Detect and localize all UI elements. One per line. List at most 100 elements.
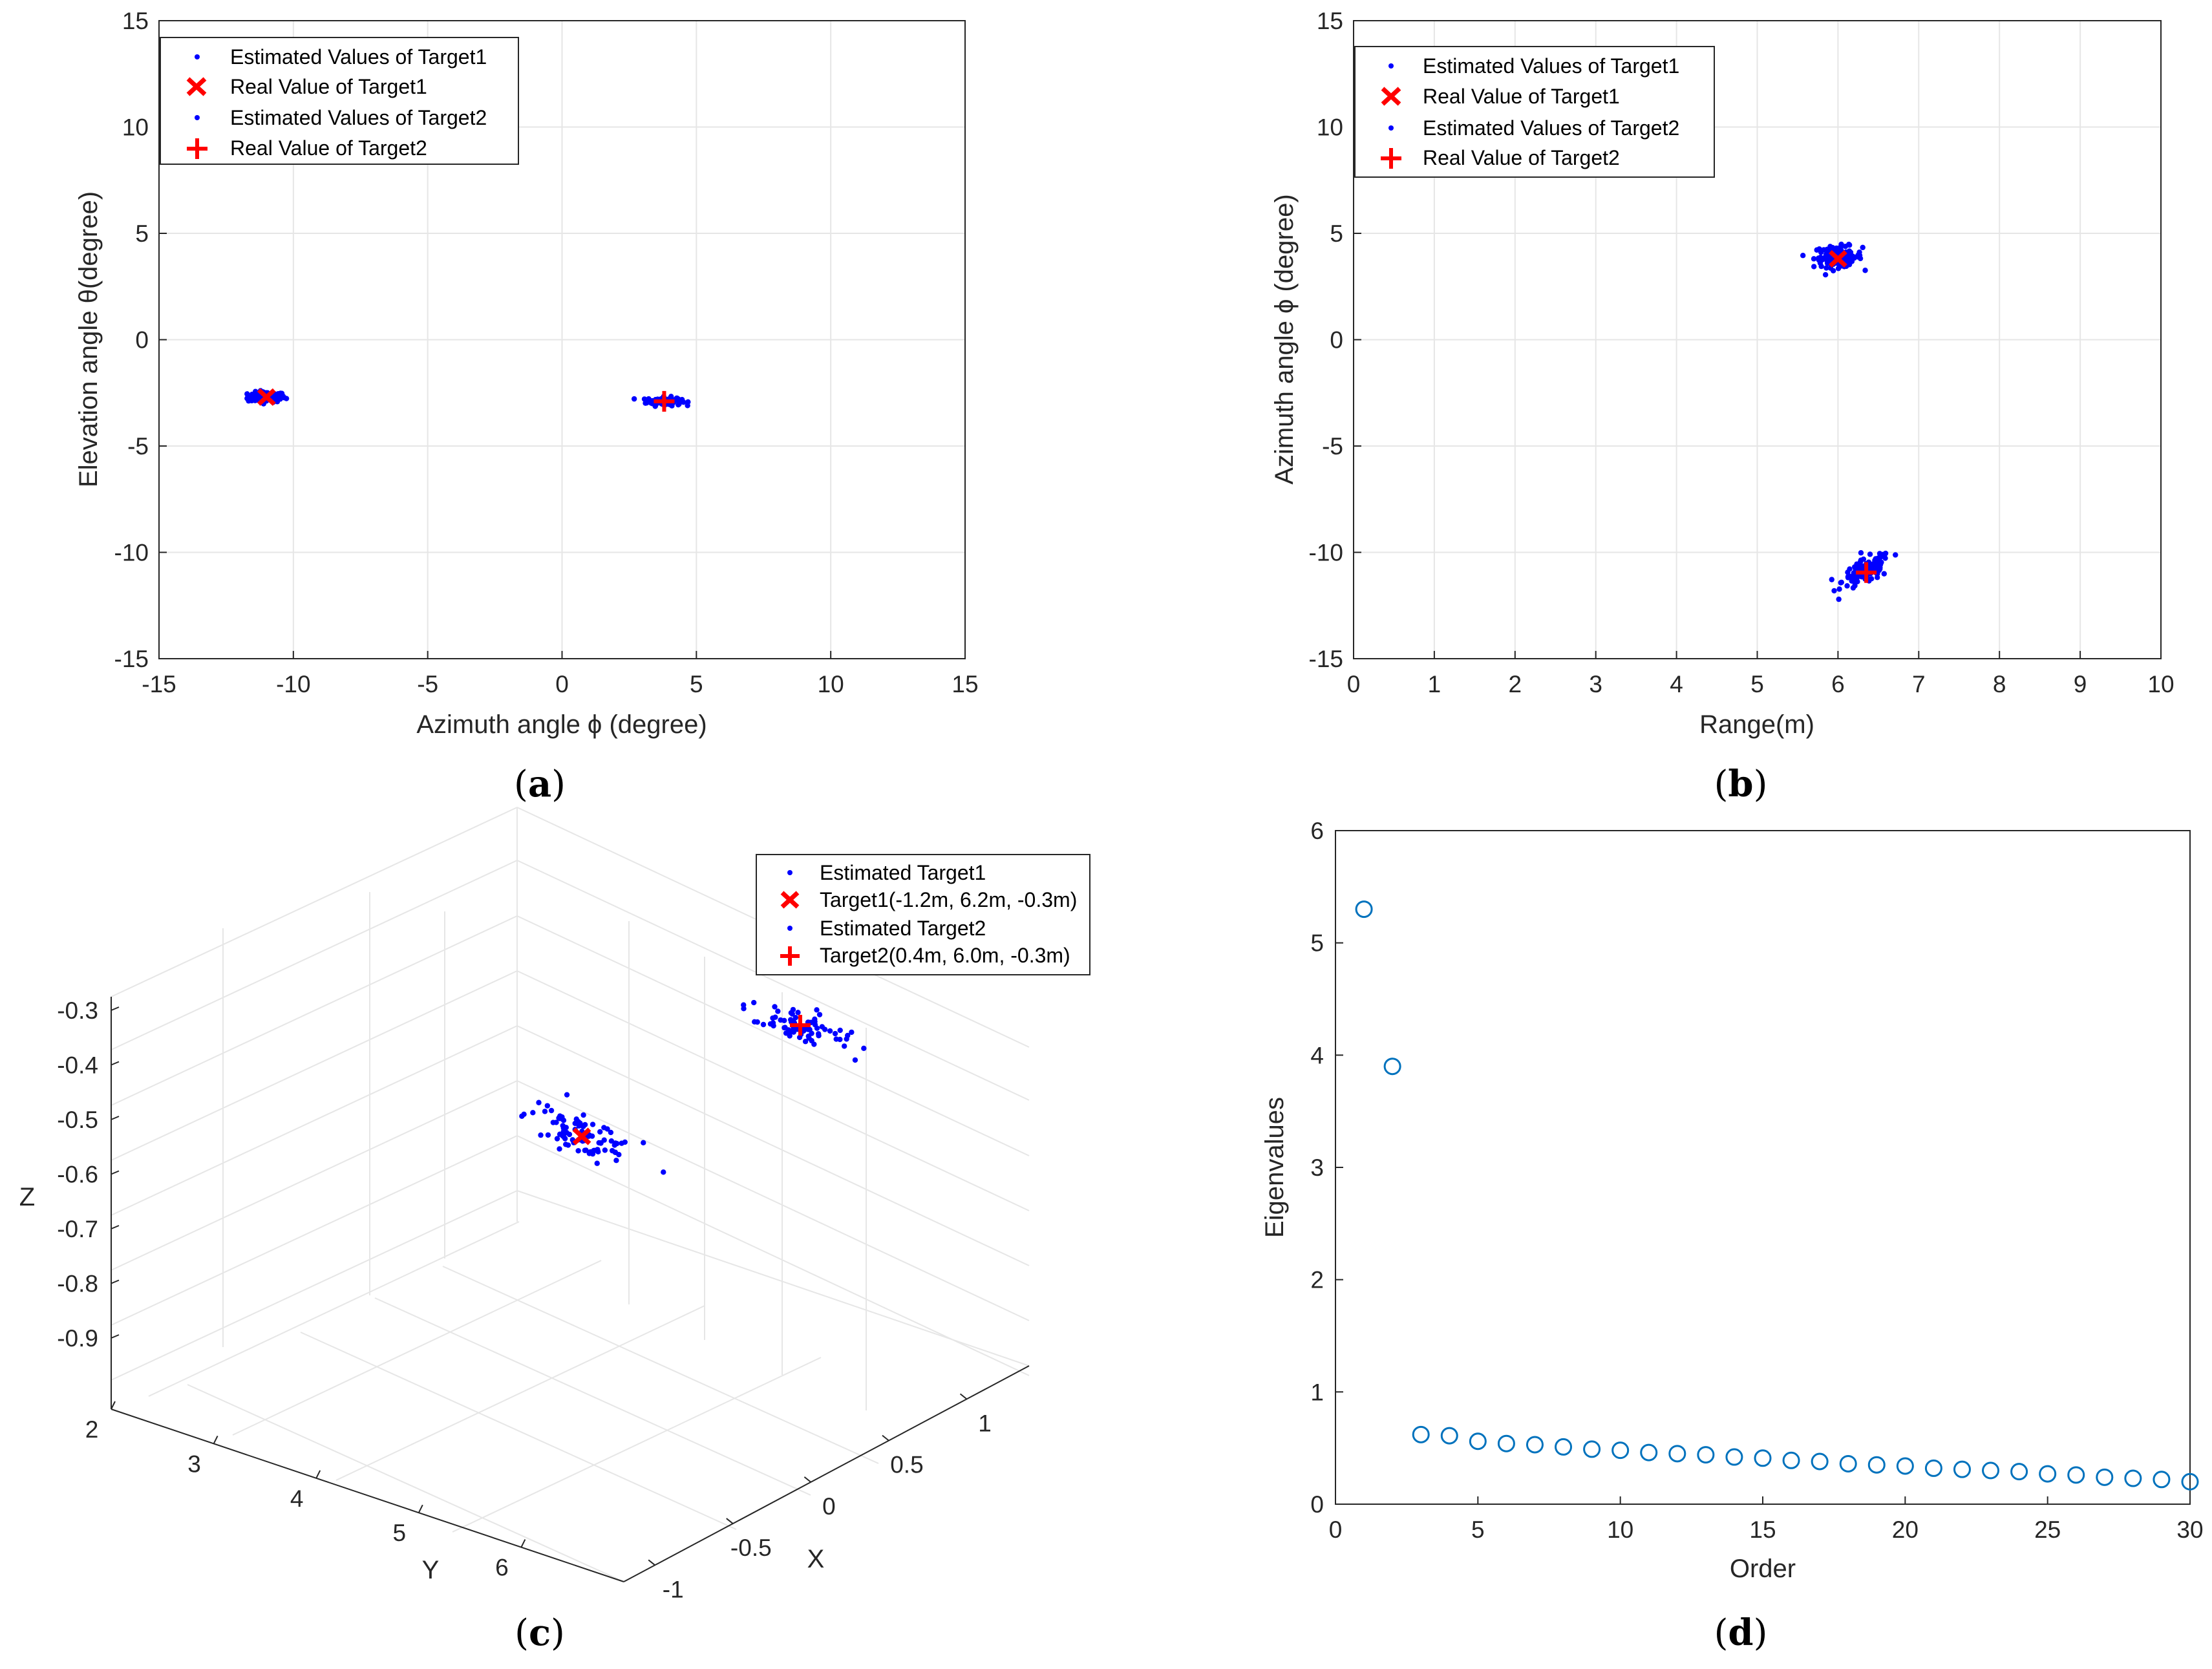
panel-d: 0 5 10 15 20 25 30 0 1 2 3 4 5 6 Order Eigenvalues (d… — [1260, 818, 2204, 1654]
y-tick-label: 5 — [393, 1520, 407, 1546]
z-tick-mark — [111, 1006, 120, 1011]
y-tick-label: 5 — [135, 220, 149, 247]
panel-c-legend-label-1: Estimated Target1 — [820, 861, 986, 884]
estimate-point — [802, 1039, 809, 1045]
x-tick-label: -15 — [142, 671, 176, 697]
x-tick-label: 20 — [1892, 1516, 1919, 1543]
estimate-point — [249, 391, 255, 398]
estimate-point — [772, 1004, 778, 1010]
estimate-point — [1845, 569, 1851, 575]
panel-a-legend-marker-estimate-1 — [195, 54, 200, 59]
eigenvalue-point — [1697, 1446, 1715, 1464]
x-tick-label: 10 — [2147, 671, 2174, 697]
y-tick-label: 6 — [495, 1555, 509, 1581]
estimate-point — [1838, 243, 1844, 250]
estimate-point — [789, 1011, 795, 1017]
y-tick-mark — [418, 1504, 423, 1513]
estimate-point — [572, 1120, 578, 1127]
eigenvalue-point — [2039, 1465, 2057, 1483]
y-tick-label: 3 — [187, 1451, 201, 1477]
z-tick-mark — [111, 1279, 120, 1284]
real-value-plus-marker — [654, 390, 675, 412]
z-tick-label: -0.9 — [57, 1325, 98, 1352]
eigenvalue-point — [1383, 1058, 1401, 1076]
z-tick-label: -0.4 — [57, 1052, 98, 1079]
panel-a-legend-label-2: Real Value of Target1 — [230, 75, 427, 98]
eigenvalue-point — [1611, 1441, 1630, 1460]
estimate-point — [1873, 556, 1878, 562]
panel-b-legend-marker-real-2 — [1381, 148, 1401, 169]
x-tick-label: 2 — [1509, 671, 1522, 697]
panel-c-xlabel: X — [807, 1545, 825, 1573]
estimate-point — [1875, 575, 1880, 580]
estimate-point — [590, 1122, 596, 1127]
estimate-point — [837, 1036, 843, 1043]
estimate-point — [1814, 247, 1820, 253]
panel-c-legend-marker-estimate-2 — [787, 926, 792, 931]
estimate-point — [576, 1123, 582, 1129]
estimate-point — [601, 1137, 607, 1143]
estimate-point — [1893, 552, 1898, 558]
estimate-point — [602, 1147, 608, 1153]
panel-b-ylabel: Azimuth angle ϕ (degree) — [1270, 194, 1299, 484]
z-tick-mark — [111, 1225, 120, 1229]
eigenvalue-point — [1982, 1462, 2000, 1480]
estimate-point — [827, 1028, 833, 1034]
estimate-point — [564, 1092, 570, 1098]
estimate-point — [795, 1010, 801, 1015]
estimate-point — [1822, 271, 1829, 278]
eigenvalue-point — [2096, 1468, 2114, 1486]
x-tick-label: 15 — [952, 671, 978, 697]
x-tick-label: 8 — [1993, 671, 2006, 697]
panel-c-zlabel: Z — [19, 1183, 35, 1211]
x-tick-label: 0 — [555, 671, 569, 697]
estimate-point — [819, 1024, 825, 1030]
estimate-point — [542, 1109, 548, 1114]
real-value-plus-marker — [790, 1015, 811, 1036]
estimate-point — [1844, 583, 1850, 589]
estimate-point — [1852, 575, 1858, 580]
x-tick-label: 15 — [1749, 1516, 1776, 1543]
eigenvalue-point — [2124, 1469, 2142, 1487]
estimate-point — [760, 1021, 767, 1028]
eigenvalue-point — [1555, 1438, 1573, 1456]
panel-a-legend-marker-real-2 — [187, 138, 207, 159]
y-tick-label: 6 — [1310, 818, 1324, 844]
panel-c-legend-label-4: Target2(0.4m, 6.0m, -0.3m) — [820, 944, 1070, 967]
panel-d-axes-box — [1335, 830, 2191, 1505]
estimate-point — [586, 1133, 592, 1139]
y-tick-label: 4 — [1310, 1042, 1324, 1068]
y-tick-label: -5 — [127, 433, 149, 460]
estimate-point — [646, 396, 652, 402]
estimate-point — [554, 1136, 560, 1142]
estimate-point — [648, 400, 654, 406]
estimate-point — [631, 396, 637, 402]
panel-d-caption: (d) — [1714, 1611, 1768, 1654]
panel-c-legend-box — [756, 854, 1090, 975]
y-tick-label: 0 — [135, 327, 149, 354]
estimate-point — [770, 1020, 776, 1026]
eigenvalue-point — [1896, 1457, 1914, 1475]
estimate-point — [1847, 573, 1853, 579]
estimate-point — [814, 1007, 820, 1013]
z-tick-label: -0.6 — [57, 1162, 98, 1188]
estimate-point — [775, 1008, 781, 1014]
estimate-point — [1830, 268, 1836, 274]
estimate-point — [1838, 580, 1844, 586]
y-tick-label: 5 — [1330, 220, 1343, 247]
estimate-point — [844, 1036, 849, 1042]
panel-a-points — [244, 388, 691, 412]
estimate-point — [614, 1140, 620, 1147]
estimate-point — [275, 395, 281, 401]
y-tick-label: -10 — [1309, 540, 1343, 566]
x-tick-mark — [648, 1559, 655, 1566]
eigenvalue-point — [2010, 1463, 2028, 1481]
x-tick-label: 1 — [978, 1410, 992, 1436]
estimate-point — [557, 1146, 562, 1152]
estimate-point — [741, 1002, 747, 1008]
x-tick-label: -0.5 — [730, 1535, 772, 1561]
eigenvalue-point — [1497, 1434, 1515, 1452]
estimate-point — [1836, 586, 1842, 592]
estimate-point — [1868, 576, 1875, 582]
estimate-point — [1831, 588, 1837, 594]
